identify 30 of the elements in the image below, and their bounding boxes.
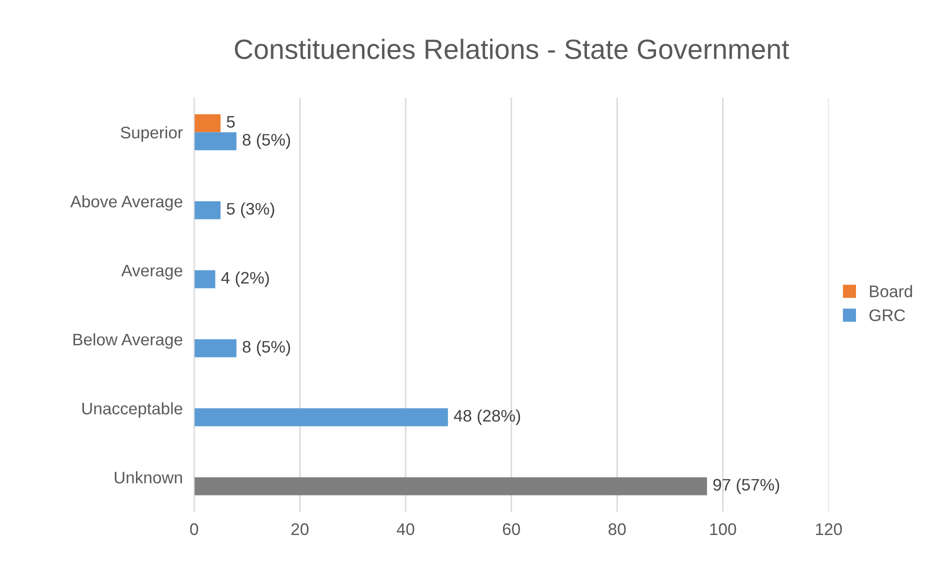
x-tick-label: 120 [816,523,842,536]
bar [194,114,221,132]
data-label: 48 (28%) [454,409,520,425]
y-tick-label: Unacceptable [82,402,182,418]
y-tick-label: Below Average [74,333,182,349]
chart-title: Constituencies Relations - State Government [234,38,790,60]
data-label: 8 (5%) [242,340,290,356]
x-tick-label: 20 [291,523,308,536]
data-label: 8 (5%) [242,133,290,149]
legend-label: GRC [869,309,906,322]
data-label: 4 (2%) [221,271,269,287]
data-label: 97 (57%) [713,478,780,494]
x-tick-label: 0 [190,523,198,536]
y-tick-label: Above Average [70,195,182,211]
y-tick-label: Unknown [114,471,182,484]
x-tick-label: 80 [608,523,626,536]
bar [194,270,216,288]
y-tick-label: Average [121,264,182,280]
bar [194,132,236,150]
bar [194,477,708,496]
x-tick-label: 40 [396,523,414,536]
y-tick-label: Superior [120,126,183,142]
bar [194,408,448,426]
x-tick-label: 60 [502,523,520,536]
x-tick-label: 100 [710,523,736,536]
bar [194,201,221,220]
data-label: 5 (3%) [226,202,274,218]
data-label: 5 [226,116,235,128]
bar [194,339,236,358]
legend-label: Board [870,285,912,298]
